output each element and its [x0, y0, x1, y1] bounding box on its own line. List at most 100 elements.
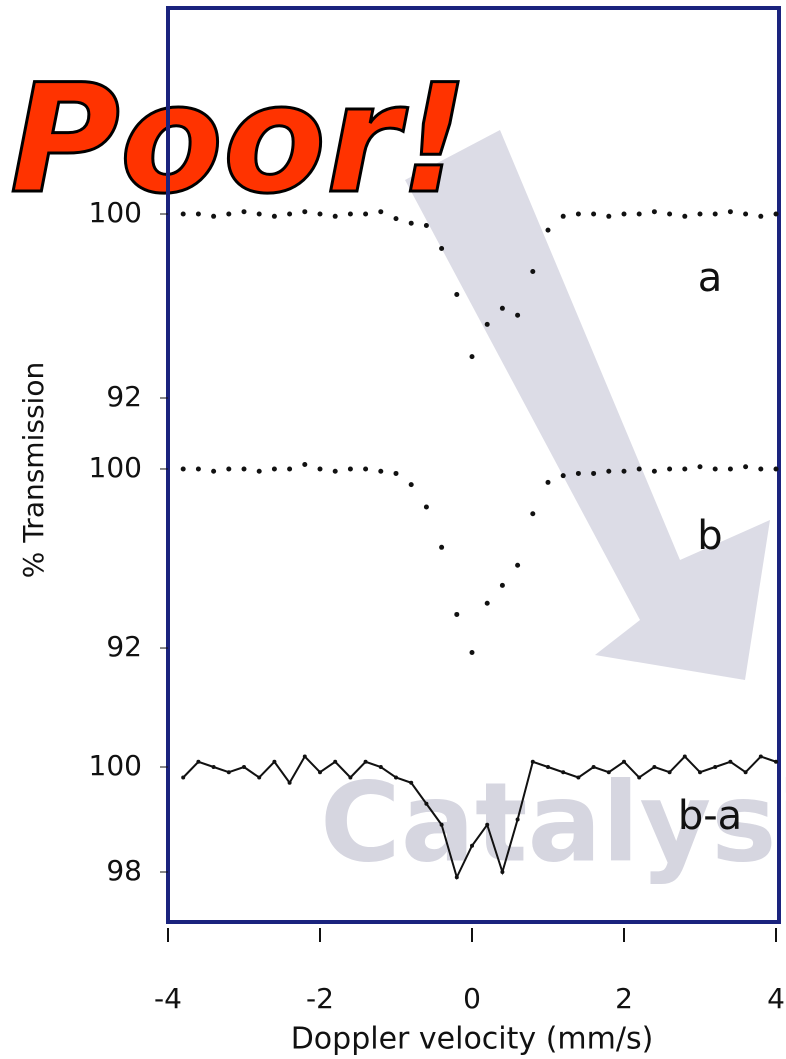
point — [393, 216, 399, 222]
point — [242, 765, 246, 769]
point — [682, 213, 688, 219]
point — [667, 770, 672, 775]
point — [591, 211, 597, 217]
point — [682, 466, 688, 472]
point — [728, 759, 733, 764]
point — [606, 468, 612, 474]
point — [561, 770, 566, 775]
point — [195, 211, 201, 217]
point — [439, 246, 445, 251]
point — [347, 466, 353, 472]
point — [408, 482, 414, 488]
point — [271, 213, 277, 219]
point — [226, 466, 232, 472]
point — [773, 211, 779, 217]
y-tick-label: 92 — [106, 380, 142, 413]
point — [636, 211, 642, 217]
y-tick-label: 100 — [89, 749, 142, 782]
point — [423, 504, 429, 510]
point — [226, 770, 231, 775]
point — [743, 464, 749, 470]
panel-label: b-a — [678, 793, 742, 839]
point — [424, 801, 429, 806]
point — [758, 213, 764, 219]
point — [515, 562, 521, 568]
point — [697, 464, 703, 470]
x-tick-label: 2 — [615, 982, 633, 1015]
point — [499, 582, 505, 588]
point — [332, 213, 338, 219]
point — [576, 775, 581, 780]
point — [378, 765, 383, 769]
y-tick-label: 98 — [106, 854, 142, 887]
y-tick-label: 100 — [89, 451, 142, 484]
point — [317, 466, 323, 472]
point — [393, 470, 399, 476]
point — [758, 754, 763, 759]
point — [636, 466, 642, 472]
point — [439, 822, 444, 827]
point — [408, 220, 414, 226]
point — [469, 354, 475, 360]
x-tick-label: -2 — [306, 982, 334, 1015]
point — [651, 468, 657, 474]
x-tick-label: 4 — [767, 982, 785, 1015]
y-tick-label: 92 — [106, 630, 142, 663]
title: Poor! — [10, 53, 468, 227]
point — [530, 759, 535, 764]
y-tick-label: 100 — [89, 196, 142, 229]
point — [499, 305, 505, 311]
point — [515, 312, 521, 318]
point — [180, 211, 186, 217]
point — [560, 473, 566, 479]
point — [637, 775, 642, 780]
point — [347, 211, 353, 217]
point — [743, 211, 749, 217]
point — [332, 468, 338, 474]
point — [606, 770, 611, 775]
point — [591, 765, 596, 769]
point — [302, 461, 308, 467]
point — [318, 770, 322, 775]
point — [546, 765, 550, 769]
point — [454, 875, 459, 880]
point — [651, 209, 657, 215]
point — [743, 770, 748, 775]
point — [773, 466, 779, 472]
panel-label: a — [698, 255, 723, 301]
point — [470, 843, 474, 848]
point — [454, 611, 460, 617]
point — [287, 466, 293, 472]
point — [423, 223, 429, 228]
panel-label: b — [697, 513, 722, 559]
point — [652, 765, 657, 769]
point — [575, 470, 581, 476]
point — [409, 780, 414, 785]
point — [256, 468, 262, 474]
point — [530, 269, 536, 274]
line — [182, 754, 777, 881]
point — [484, 600, 490, 606]
point — [485, 822, 490, 827]
point — [241, 209, 247, 215]
point — [195, 466, 201, 472]
point — [256, 211, 262, 217]
watermark-text: Catalysis — [320, 758, 786, 886]
point — [394, 775, 398, 780]
point — [180, 466, 186, 472]
point — [287, 780, 292, 785]
plot-frame — [166, 6, 781, 924]
point — [363, 466, 369, 472]
point — [727, 466, 733, 472]
point — [545, 227, 551, 233]
point — [622, 759, 626, 764]
point — [363, 759, 368, 764]
watermark: Catalysis — [320, 130, 786, 886]
point — [667, 211, 673, 217]
point — [515, 817, 520, 822]
point — [271, 466, 277, 472]
point — [181, 775, 186, 780]
y-axis-label: % Transmission — [17, 362, 50, 578]
point — [697, 211, 703, 217]
point — [378, 468, 384, 474]
